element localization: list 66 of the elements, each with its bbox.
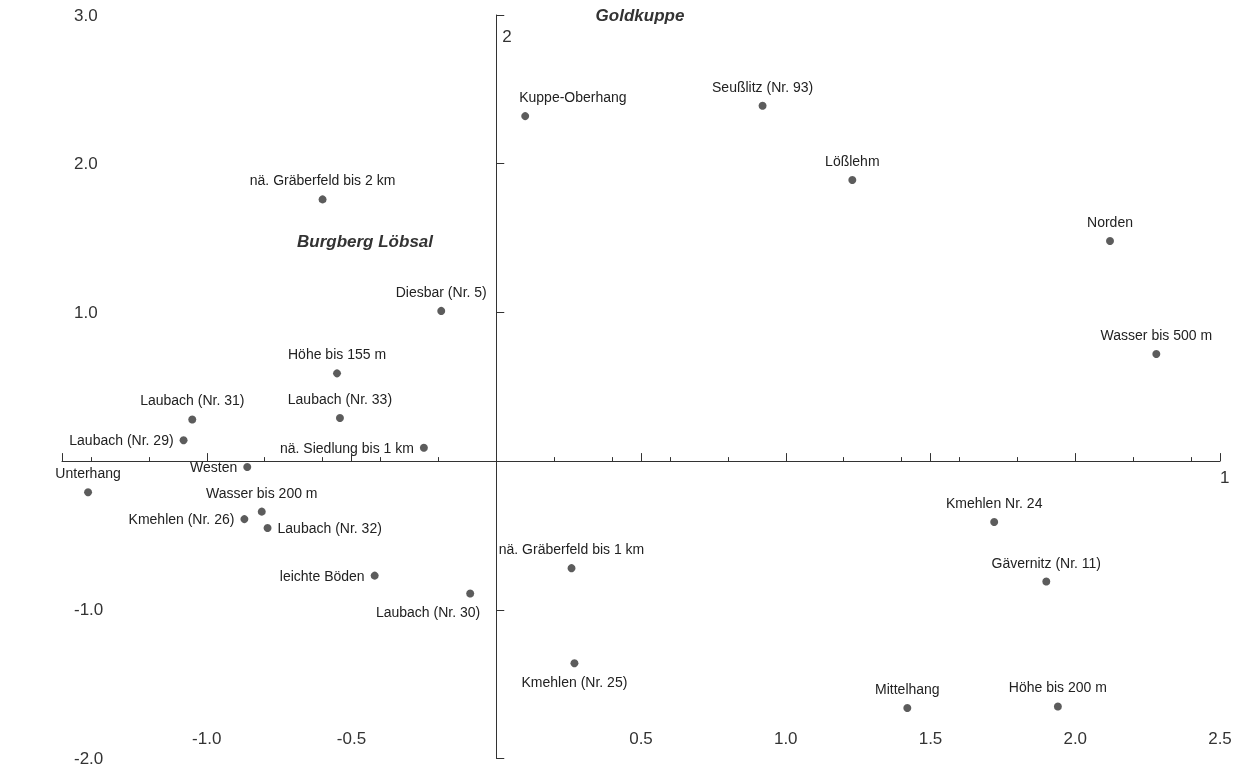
annotation: Gävernitz (Nr. 11) <box>991 554 1102 571</box>
annotation: Burgberg Löbsal <box>296 231 435 251</box>
annotation: Lößlehm <box>825 153 880 170</box>
point <box>1042 577 1051 586</box>
y-axis-title: 2 <box>502 27 512 46</box>
annotation: nä. Gräberfeld bis 2 km <box>249 172 396 189</box>
point <box>990 518 999 527</box>
point <box>570 659 579 668</box>
y-tick-label: 1.0 <box>74 302 98 322</box>
annotation: Laubach (Nr. 31) <box>140 392 245 409</box>
annotation: leichte Böden <box>279 567 365 584</box>
annotation: Westen <box>190 459 238 476</box>
annotation: Höhe bis 200 m <box>1008 679 1107 696</box>
annotation: Laubach (Nr. 29) <box>69 432 174 449</box>
point <box>240 515 249 524</box>
annotation: nä. Gräberfeld bis 1 km <box>498 541 645 558</box>
y-tick-label: 3.0 <box>74 5 98 25</box>
point <box>567 564 576 573</box>
point <box>333 369 342 378</box>
point <box>758 101 767 110</box>
point <box>318 195 327 204</box>
annotation: Seußlitz (Nr. 93) <box>712 78 814 95</box>
annotation: Laubach (Nr. 33) <box>287 390 393 407</box>
point <box>84 488 93 497</box>
x-tick-label: -0.5 <box>336 728 367 748</box>
annotation: Kmehlen (Nr. 26) <box>128 511 235 528</box>
annotation: Diesbar (Nr. 5) <box>395 283 487 300</box>
point <box>903 703 912 712</box>
x-tick-label: 1.0 <box>773 728 798 748</box>
point <box>179 436 188 445</box>
annotation: Mittelhang <box>875 680 940 697</box>
point <box>1152 350 1161 359</box>
annotation: Goldkuppe <box>595 5 685 25</box>
x-tick-label: 0.5 <box>629 728 653 748</box>
point <box>1053 702 1062 711</box>
annotation: Kmehlen Nr. 24 <box>945 495 1043 512</box>
annotation: Wasser bis 200 m <box>206 484 318 501</box>
annotation: Norden <box>1087 214 1133 231</box>
annotation: Laubach (Nr. 32) <box>277 520 382 537</box>
x-tick-label: 2.0 <box>1063 728 1088 748</box>
annotation: nä. Siedlung bis 1 km <box>280 439 414 456</box>
point <box>263 524 272 533</box>
point <box>848 176 857 185</box>
point <box>188 415 197 424</box>
point <box>335 413 344 422</box>
annotation: Wasser bis 500 m <box>1100 327 1213 344</box>
y-tick-label: 2.0 <box>74 154 98 174</box>
y-tick-label: -2.0 <box>74 749 104 767</box>
x-tick-label: 1.5 <box>918 728 943 748</box>
point <box>1106 237 1114 246</box>
x-tick-label: -1.0 <box>192 728 222 748</box>
annotation: Kmehlen (Nr. 25) <box>521 674 628 691</box>
x-axis-title: 1 <box>1220 468 1230 488</box>
point <box>521 112 530 121</box>
point <box>243 463 252 472</box>
annotation: Höhe bis 155 m <box>287 346 387 363</box>
point <box>257 507 266 516</box>
point <box>437 306 446 315</box>
point <box>466 589 475 598</box>
x-tick-label: 2.5 <box>1208 728 1232 748</box>
point <box>419 443 428 452</box>
y-tick-label: -1.0 <box>74 600 104 620</box>
annotation: Laubach (Nr. 30) <box>375 604 481 621</box>
annotation: Unterhang <box>55 465 121 482</box>
point <box>370 571 379 580</box>
annotation: Kuppe-Oberhang <box>519 89 627 106</box>
